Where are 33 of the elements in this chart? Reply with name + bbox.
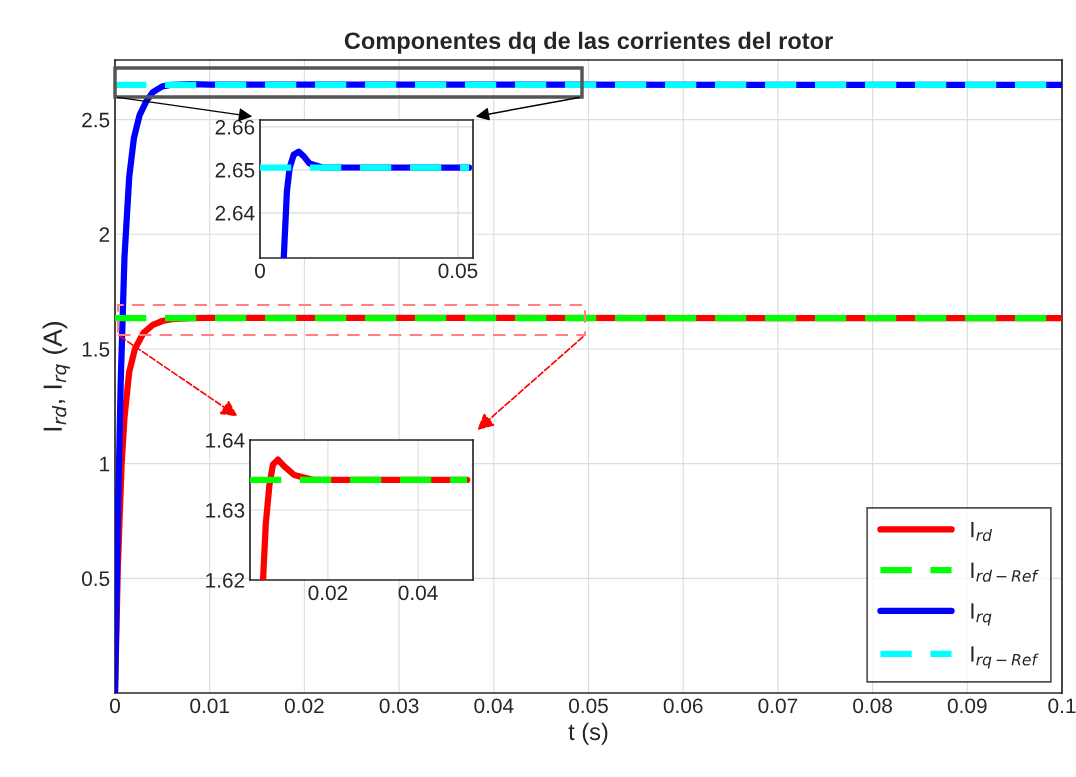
x-tick-label: 0.04 [398,585,438,601]
x-tick-label: 0.1 [1048,698,1076,714]
legend-label: I$_{rd−Ref}$ [971,562,1039,582]
x-tick-label: 0.02 [284,698,324,714]
y-tick-label: 1 [100,456,110,472]
x-tick-label: 0.03 [379,698,419,714]
y-axis-title: I$_{rd}$, I$_{rq}$ (A) [42,322,70,431]
y-tick-label: 1.63 [206,503,245,518]
chart-title: Componentes dq de las corrientes del rotor [344,31,833,54]
y-tick-label: 2.5 [82,112,110,128]
x-tick-label: 0.06 [663,698,703,714]
x-tick-label: 0.08 [853,698,892,714]
y-tick-label: 1.62 [206,573,245,588]
x-tick-label: 0 [255,263,265,279]
y-tick-label: 0.5 [81,571,110,587]
x-tick-label: 0.07 [758,698,798,714]
x-tick-label: 0.05 [438,263,478,279]
y-tick-label: 2.65 [215,162,255,178]
x-tick-label: 0.05 [569,698,608,714]
x-tick-label: 0 [110,698,120,714]
legend-label: I$_{rd}$ [971,521,993,542]
y-tick-label: 2 [99,227,110,242]
y-tick-label: 2.64 [215,205,255,221]
y-tick-label: 1.5 [82,342,110,357]
x-tick-label: 0.02 [308,585,348,601]
x-tick-label: 0.09 [947,698,987,714]
y-tick-label: 1.64 [206,433,245,448]
x-axis-title: t (s) [568,722,608,745]
x-tick-label: 0.01 [190,698,229,714]
y-tick-label: 2.66 [215,119,255,135]
legend-label: I$_{rq}$ [971,603,992,626]
x-tick-label: 0.04 [474,698,514,714]
legend-label: I$_{rq−Ref}$ [971,646,1039,669]
